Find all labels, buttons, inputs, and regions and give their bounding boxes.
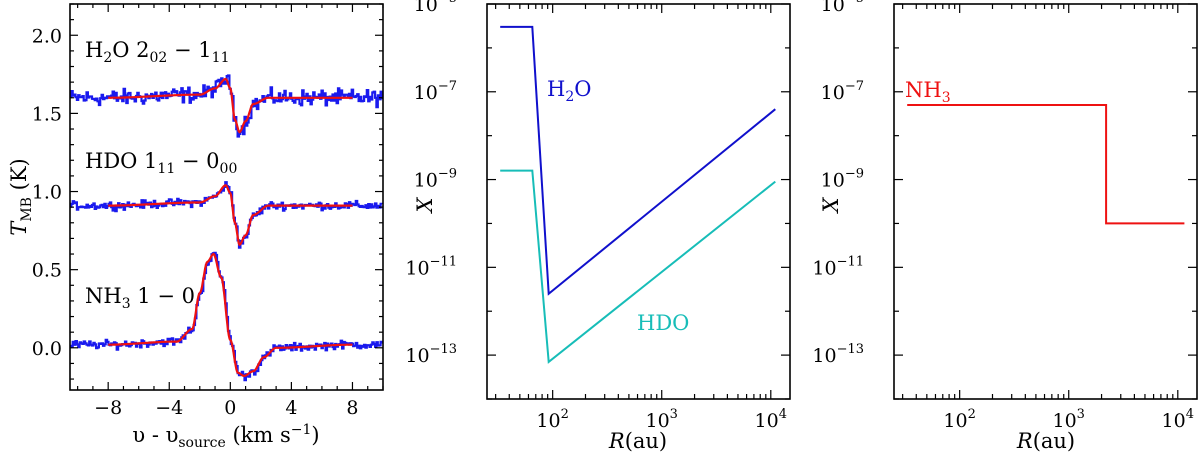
y-tick-label: 0.5 [32,260,62,282]
spectra-ticks: −8 −4 0 4 8 0.0 0.5 1.0 1.5 2.0 [32,3,384,419]
y-tick-label: 10−9 [821,167,864,192]
y-tick-label: 10−7 [414,79,457,104]
series-label-nh3: NH3 [905,78,951,106]
x-tick-label: −8 [94,397,122,419]
nh3-plot-area [907,104,1185,225]
y-tick-label: 2.0 [32,25,62,47]
spectra-ylabel: TMB (K) [7,158,35,235]
spectra-xlabel: υ - υsource (km s−1) [132,422,319,451]
x-tick-label: 0 [224,397,236,419]
y-tick-label: 10−5 [414,0,457,16]
abundance-line-hdo [500,169,776,364]
label-nh3-transition: NH3 1 − 0 [85,284,195,312]
nh3-ylabel: X [819,196,843,214]
sub-h2o-2: 2 [103,50,112,66]
y-tick-label: 1.0 [32,182,62,204]
spectra-panel: −8 −4 0 4 8 0.0 0.5 1.0 1.5 2.0 H2O 202 − 111 HDO… [7,3,384,451]
nh3-axes-frame [893,3,1198,400]
x-tick-label: 102 [943,407,975,432]
h2o-hdo-ylabel: X [413,196,437,214]
model-fit-2 [108,184,353,247]
h2o-hdo-xlabel: R(au) [608,429,667,453]
y-tick-label: 1.5 [32,103,62,125]
series-label-h2o: H2O [547,77,591,105]
label-hdo-transition: HDO 111 − 000 [85,149,237,177]
nh3-xlabel: R(au) [1016,429,1075,453]
y-tick-label: 10−13 [812,342,864,367]
series-label-hdo: HDO [637,311,689,335]
y-tick-label: 10−11 [812,254,864,279]
model-fit-1 [108,77,353,134]
observed-spectrum-1 [70,74,383,138]
y-tick-label: 10−5 [821,0,864,16]
x-tick-label: 104 [755,407,787,432]
x-tick-label: 102 [536,407,568,432]
spectra-axes-frame [69,3,384,391]
x-tick-label: 4 [285,397,297,419]
h2o-hdo-plot-area [500,25,776,364]
abundance-line-h2o [500,25,776,296]
model-fit-3 [108,252,353,378]
x-tick-label: 104 [1162,407,1194,432]
spectra-plot-area [70,74,383,382]
y-tick-label: 10−11 [405,254,457,279]
x-tick-label: −4 [155,397,183,419]
y-tick-label: 0.0 [32,338,62,360]
label-h2o-transition: H2O 202 − 111 [85,38,229,66]
observed-spectrum-2 [70,181,383,249]
y-tick-label: 10−13 [405,342,457,367]
x-tick-label: 8 [346,397,358,419]
abundance-line-nh3 [907,104,1185,225]
y-tick-label: 10−9 [414,167,457,192]
y-tick-label: 10−7 [821,79,864,104]
h2o-hdo-axes-frame [486,3,791,400]
